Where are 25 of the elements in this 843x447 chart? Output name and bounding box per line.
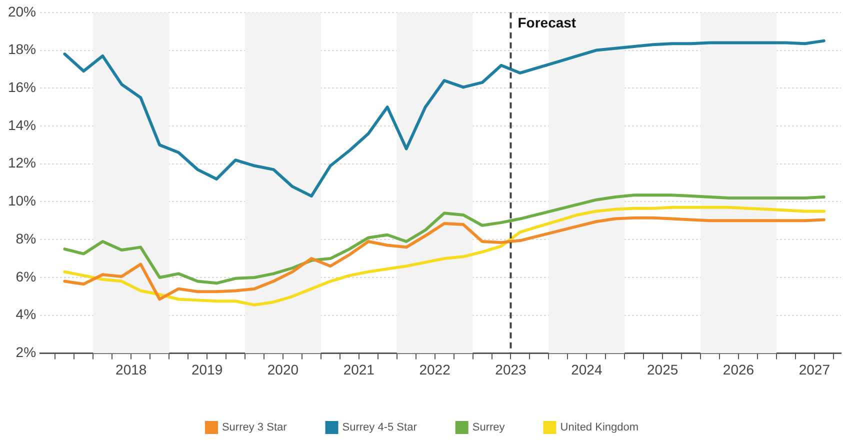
legend-label: Surrey 3 Star — [222, 422, 288, 434]
x-tick-label: 2020 — [267, 361, 299, 378]
y-tick-label: 16% — [8, 78, 36, 95]
ref-line-label: Forecast — [518, 14, 576, 30]
x-tick-label: 2024 — [571, 361, 602, 378]
y-tick-label: 12% — [8, 154, 36, 171]
y-tick-label: 8% — [16, 230, 36, 246]
x-tick-label: 2021 — [343, 361, 375, 378]
x-tick-label: 2018 — [116, 361, 147, 378]
legend-label: Surrey 4-5 Star — [342, 422, 418, 434]
x-tick-label: 2023 — [495, 361, 527, 378]
y-tick-label: 10% — [8, 192, 36, 209]
y-tick-label: 2% — [16, 344, 36, 360]
y-tick-label: 18% — [8, 41, 36, 58]
x-tick-label: 2025 — [647, 361, 678, 378]
y-tick-label: 20% — [8, 3, 36, 20]
x-tick-label: 2026 — [722, 361, 754, 378]
legend-label: Surrey — [472, 422, 506, 434]
x-tick-label: 2027 — [798, 361, 830, 378]
y-tick-label: 14% — [8, 116, 36, 133]
x-tick-label: 2022 — [419, 361, 451, 378]
legend-label: United Kingdom — [560, 422, 639, 434]
y-tick-label: 4% — [16, 306, 36, 322]
y-tick-label: 6% — [16, 268, 36, 284]
x-tick-label: 2019 — [191, 361, 223, 378]
